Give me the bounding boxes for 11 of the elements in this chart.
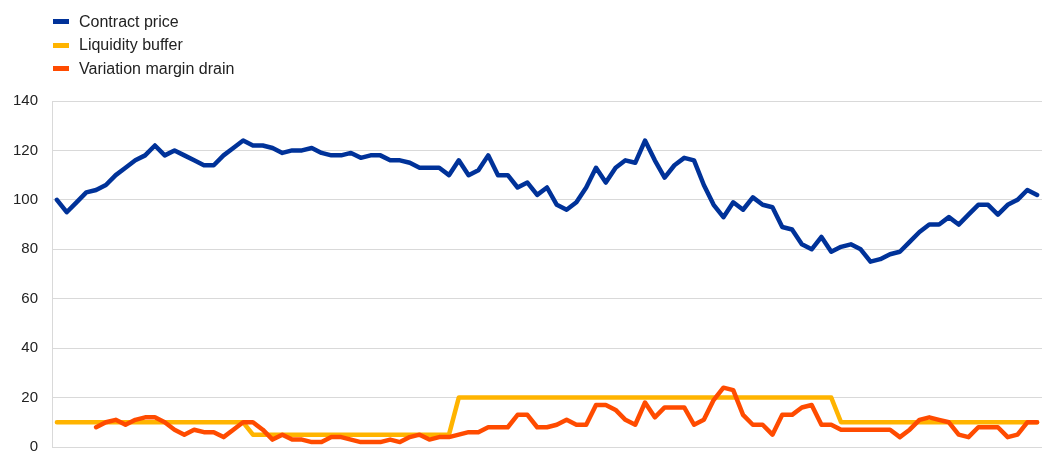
legend-label: Liquidity buffer <box>79 36 183 55</box>
y-tick-label: 20 <box>21 387 38 405</box>
y-tick-label: 140 <box>12 91 38 109</box>
y-tick-label: 120 <box>12 140 38 158</box>
y-tick-label: 80 <box>21 239 38 257</box>
y-tick-label: 60 <box>21 288 38 306</box>
legend-label: Variation margin drain <box>79 59 235 78</box>
y-tick-label: 100 <box>12 190 38 207</box>
y-tick-label: 40 <box>21 338 38 356</box>
y-tick-label: 0 <box>29 437 38 455</box>
legend-label: Contract price <box>79 12 179 31</box>
